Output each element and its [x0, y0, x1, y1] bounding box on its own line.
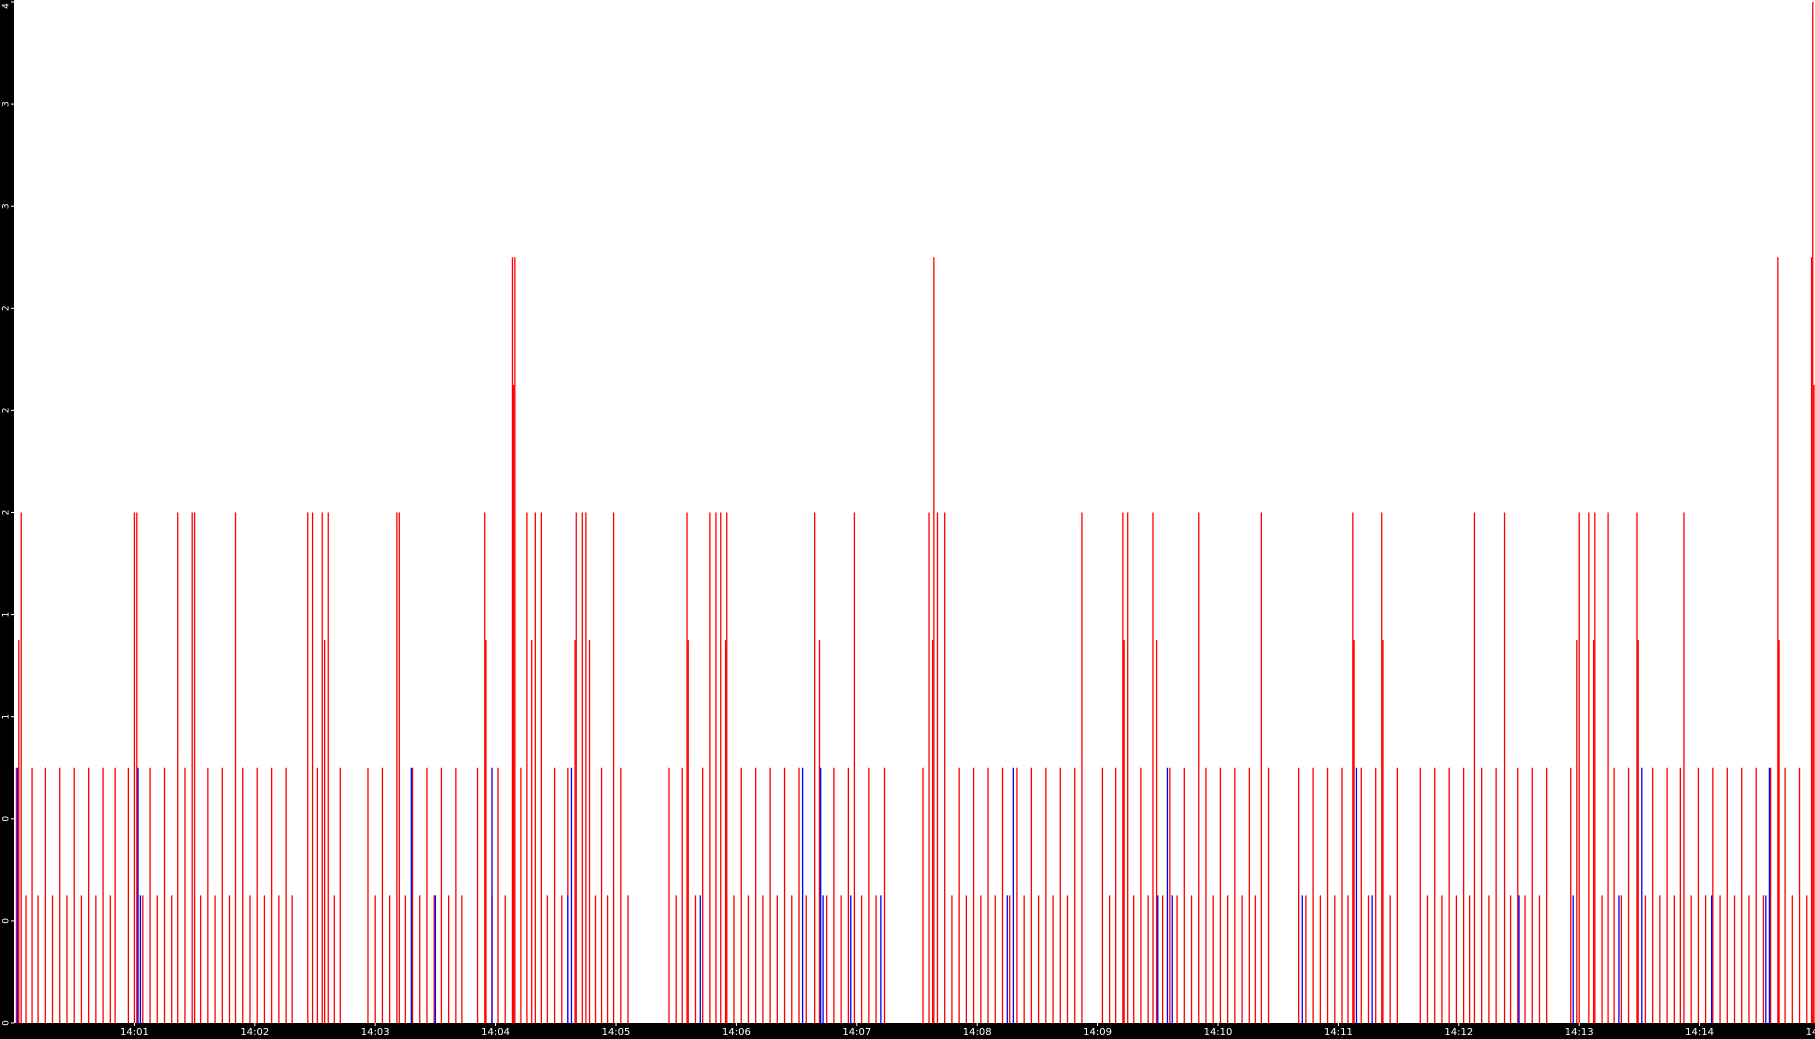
x-axis-strip: [0, 1023, 1815, 1039]
x-tick-label: 14:03: [361, 1027, 390, 1038]
x-tick-label: 14:08: [963, 1027, 992, 1038]
x-tick-label: 14:04: [481, 1027, 510, 1038]
x-tick-label: 14:10: [1204, 1027, 1233, 1038]
x-tick-label: 14:13: [1565, 1027, 1594, 1038]
y-tick-label: 0: [2, 1020, 12, 1026]
y-axis-strip: [0, 0, 14, 1039]
y-tick-label: 1: [2, 612, 12, 618]
y-tick-label: 2: [2, 510, 12, 516]
x-tick-label: 14:02: [240, 1027, 269, 1038]
y-tick-label: 1: [2, 714, 12, 720]
y-tick-label: 2: [2, 408, 12, 414]
x-tick-label: 14:15: [1806, 1027, 1815, 1038]
y-tick-label: 4: [2, 3, 12, 9]
x-tick-label: 14:09: [1083, 1027, 1112, 1038]
x-tick-label: 14:12: [1444, 1027, 1473, 1038]
x-tick-label: 14:05: [602, 1027, 631, 1038]
x-tick-label: 14:01: [120, 1027, 149, 1038]
marks: [15, 2, 1815, 1023]
x-tick-label: 14:06: [722, 1027, 751, 1038]
y-tick-label: 0: [2, 918, 12, 924]
x-tick-label: 14:11: [1324, 1027, 1353, 1038]
y-tick-label: 3: [2, 101, 12, 107]
y-tick-label: 0: [2, 816, 12, 822]
x-tick-label: 14:14: [1685, 1027, 1714, 1038]
y-tick-label: 3: [2, 203, 12, 209]
y-tick-label: 2: [2, 305, 12, 311]
x-tick-label: 14:07: [842, 1027, 871, 1038]
